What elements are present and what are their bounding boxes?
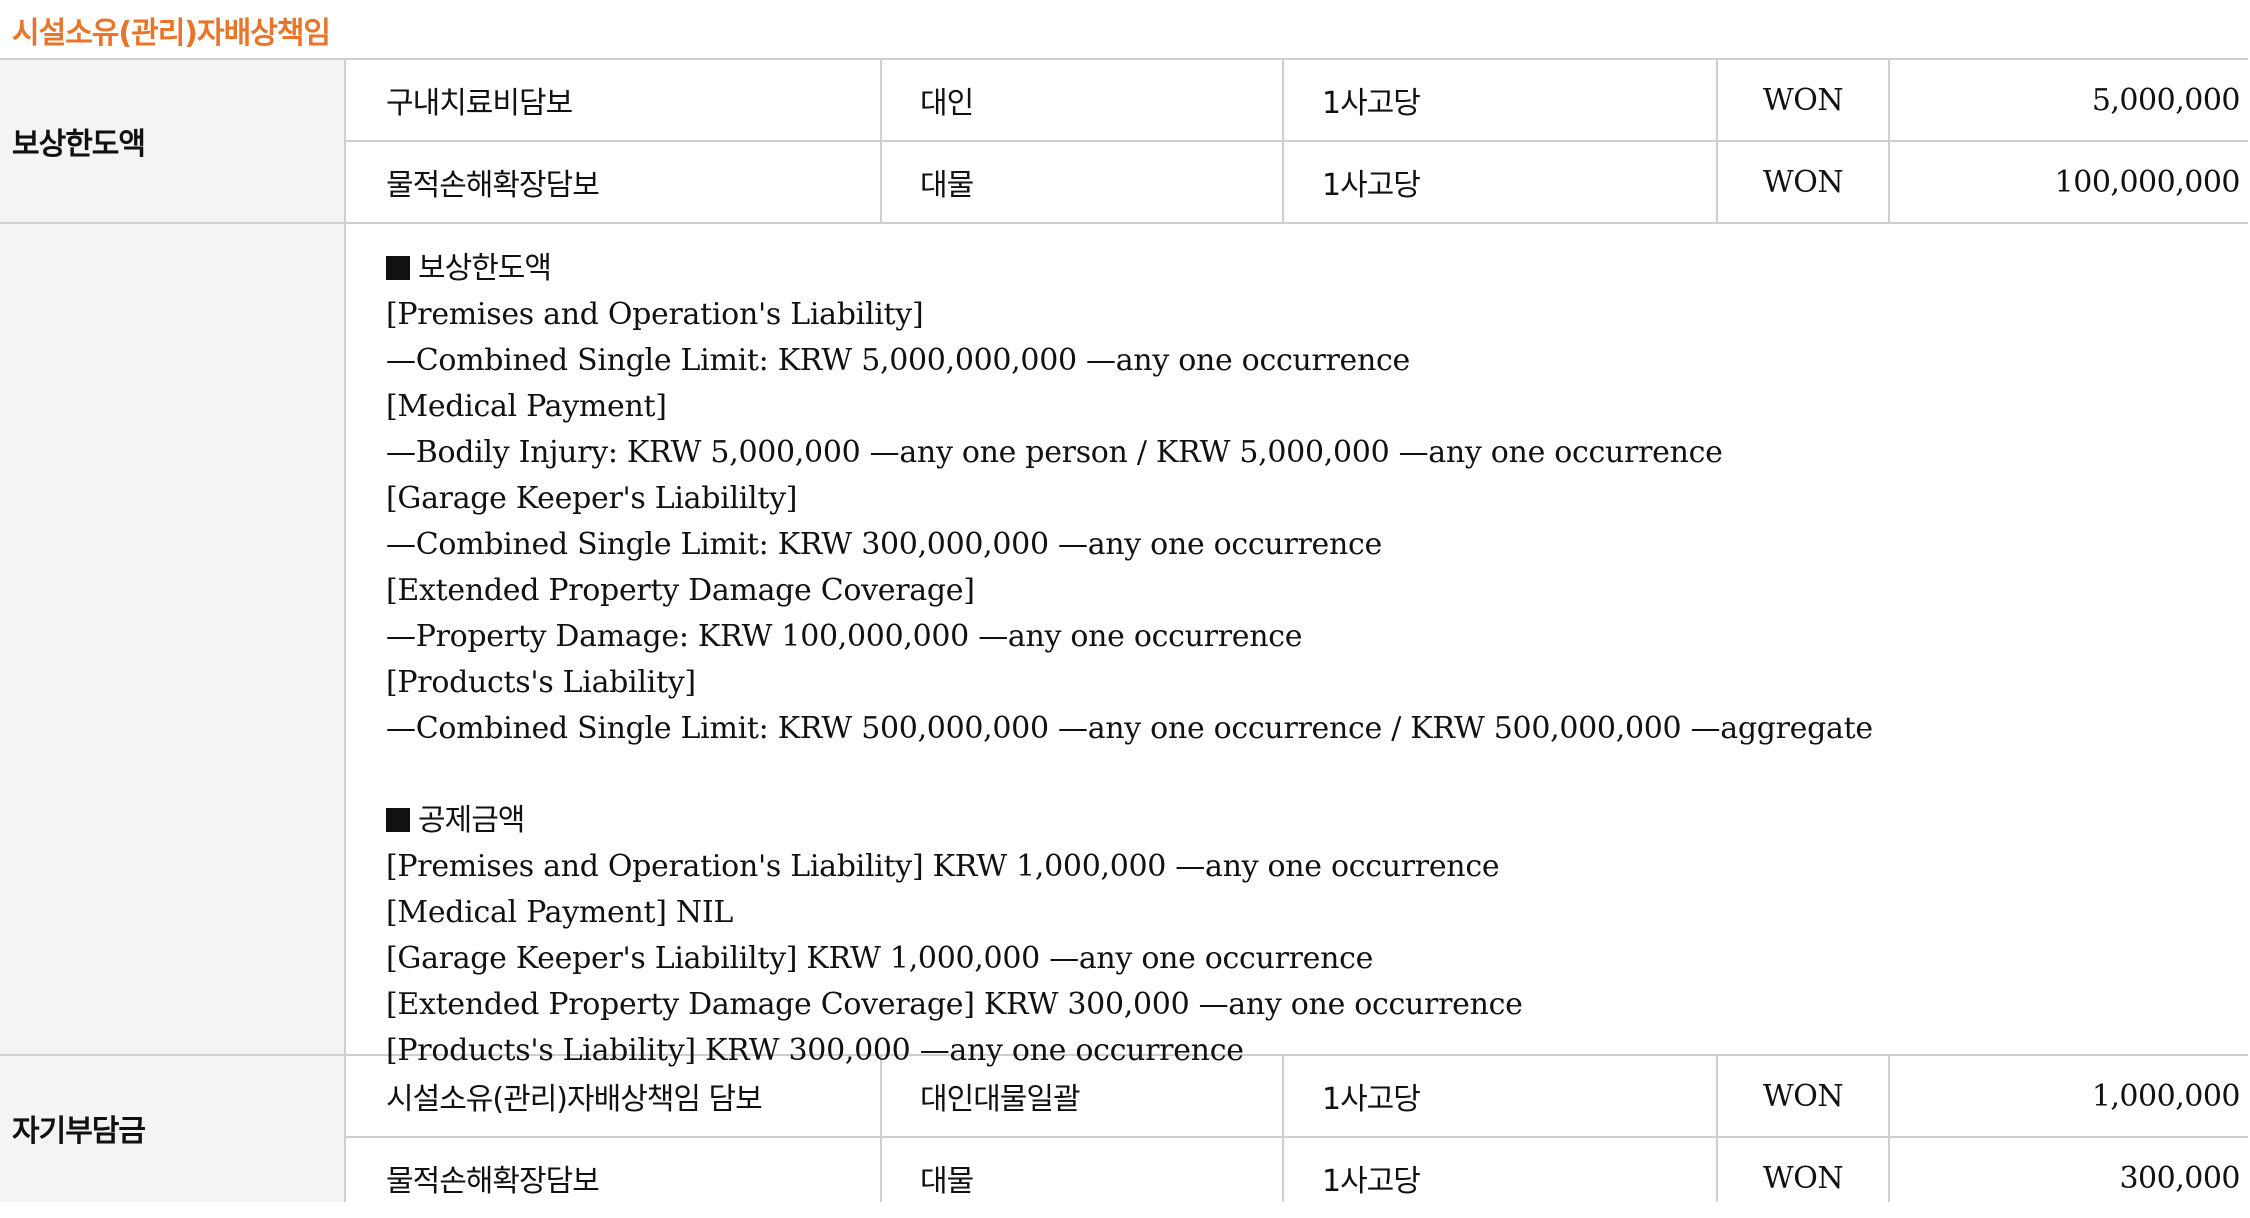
limit-line: [Extended Property Damage Coverage] bbox=[386, 573, 975, 608]
deductible-label: 자기부담금 bbox=[0, 1054, 344, 1202]
limit-row-2-currency: WON bbox=[1762, 164, 1844, 200]
row-divider bbox=[346, 140, 2248, 142]
col-divider bbox=[1716, 1054, 1718, 1202]
row-divider bbox=[0, 222, 2248, 224]
square-bullet-icon bbox=[386, 808, 410, 832]
col-divider bbox=[1716, 58, 1718, 224]
deductible-row-1-target: 대인대물일괄 bbox=[920, 1082, 1081, 1117]
deductible-line: [Extended Property Damage Coverage] KRW … bbox=[386, 987, 1523, 1022]
deductible-row-1-amount: 1,000,000 bbox=[2091, 1078, 2241, 1114]
col-divider bbox=[344, 58, 346, 1202]
col-divider bbox=[880, 58, 882, 224]
limit-line: —Property Damage: KRW 100,000,000 —any o… bbox=[386, 619, 1303, 654]
limit-heading-line: 보상한도액 bbox=[386, 246, 1873, 292]
limit-line: [Medical Payment] bbox=[386, 389, 667, 424]
deductible-row-1-basis: 1사고당 bbox=[1322, 1082, 1421, 1117]
deductible-row-1-currency: WON bbox=[1762, 1078, 1844, 1114]
limit-row-2-basis: 1사고당 bbox=[1322, 168, 1421, 203]
detail-text-block: 보상한도액 [Premises and Operation's Liabilit… bbox=[386, 246, 1873, 1074]
col-divider bbox=[1888, 58, 1890, 224]
limit-row-1-currency: WON bbox=[1762, 82, 1844, 118]
deductible-row-2-item: 물적손해확장담보 bbox=[386, 1164, 600, 1199]
deductible-heading-line: 공제금액 bbox=[386, 798, 1873, 844]
limit-row-2-target: 대물 bbox=[920, 168, 974, 203]
deductible-row-1-item: 시설소유(관리)자배상책임 담보 bbox=[386, 1082, 763, 1117]
limit-line: [Premises and Operation's Liability] bbox=[386, 297, 924, 332]
deductible-row-2-target: 대물 bbox=[920, 1164, 974, 1199]
limit-row-2-item: 물적손해확장담보 bbox=[386, 168, 600, 203]
limit-heading: 보상한도액 bbox=[418, 251, 552, 286]
coverage-limit-label: 보상한도액 bbox=[0, 58, 344, 224]
limit-line: —Combined Single Limit: KRW 500,000,000 … bbox=[386, 711, 1873, 746]
limit-line: [Products's Liability] bbox=[386, 665, 696, 700]
limit-row-1-item: 구내치료비담보 bbox=[386, 86, 573, 121]
col-divider bbox=[1282, 1054, 1284, 1202]
limit-line: —Combined Single Limit: KRW 5,000,000,00… bbox=[386, 343, 1410, 378]
deductible-line: [Premises and Operation's Liability] KRW… bbox=[386, 849, 1500, 884]
square-bullet-icon bbox=[386, 256, 410, 280]
deductible-heading: 공제금액 bbox=[418, 803, 525, 838]
limit-row-1-amount: 5,000,000 bbox=[2091, 82, 2241, 118]
limit-row-1-target: 대인 bbox=[920, 86, 974, 121]
limit-line: —Combined Single Limit: KRW 300,000,000 … bbox=[386, 527, 1382, 562]
row-divider bbox=[0, 1054, 2248, 1056]
spacer bbox=[386, 752, 1873, 798]
col-divider bbox=[880, 1054, 882, 1202]
deductible-row-2-basis: 1사고당 bbox=[1322, 1164, 1421, 1199]
limit-line: —Bodily Injury: KRW 5,000,000 —any one p… bbox=[386, 435, 1723, 470]
section-title: 시설소유(관리)자배상책임 bbox=[12, 16, 331, 51]
table-border-top bbox=[0, 58, 2248, 60]
deductible-line: [Medical Payment] NIL bbox=[386, 895, 734, 930]
col-divider bbox=[1888, 1054, 1890, 1202]
deductible-line: [Products's Liability] KRW 300,000 —any … bbox=[386, 1033, 1244, 1068]
limit-row-2-amount: 100,000,000 bbox=[2054, 164, 2241, 200]
deductible-line: [Garage Keeper's Liabililty] KRW 1,000,0… bbox=[386, 941, 1374, 976]
limit-row-1-basis: 1사고당 bbox=[1322, 86, 1421, 121]
detail-label-empty bbox=[0, 224, 344, 1054]
col-divider bbox=[1282, 58, 1284, 224]
deductible-row-2-currency: WON bbox=[1762, 1160, 1844, 1196]
limit-line: [Garage Keeper's Liabililty] bbox=[386, 481, 798, 516]
deductible-row-2-amount: 300,000 bbox=[2119, 1160, 2240, 1196]
row-divider bbox=[346, 1136, 2248, 1138]
